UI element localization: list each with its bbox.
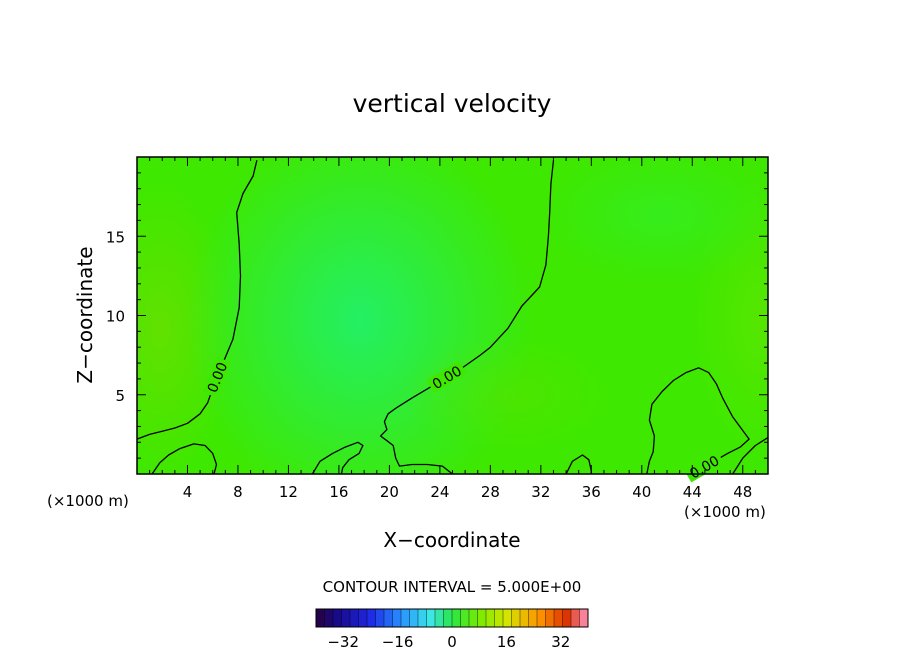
x-tick-label: 36 xyxy=(582,483,601,501)
x-tick-label: 12 xyxy=(279,483,298,501)
colorbar-tick-label: −32 xyxy=(327,633,359,651)
x-tick-label: 20 xyxy=(380,483,399,501)
colorbar-cell xyxy=(383,608,394,628)
shading-lower-updraft xyxy=(400,335,620,455)
colorbar-cell xyxy=(358,608,368,628)
x-tick-label: 48 xyxy=(733,483,752,501)
y-tick-label: 15 xyxy=(106,228,125,246)
colorbar-cell xyxy=(400,608,411,628)
x-tick-label: 40 xyxy=(632,483,651,501)
colorbar-frame xyxy=(315,608,589,628)
colorbar-cell xyxy=(562,608,572,628)
x-axis-label: X−coordinate xyxy=(383,528,520,552)
colorbar-cell xyxy=(332,608,343,628)
shading-center-downdraft xyxy=(185,157,535,474)
plot-area: 0.00 0.000.00 xyxy=(136,156,769,482)
colorbar-cell xyxy=(434,608,445,628)
colorbar-cell xyxy=(468,608,479,628)
y-tick-labels: 5 10 15 xyxy=(106,228,125,405)
colorbar-cell xyxy=(528,608,538,628)
colorbar-cell xyxy=(341,608,351,628)
y-axis-label: Z−coordinate xyxy=(73,246,97,383)
x-tick-label: 32 xyxy=(531,483,550,501)
colorbar-cell xyxy=(315,608,326,628)
contour-interval-note: CONTOUR INTERVAL = 5.000E+00 xyxy=(323,578,582,596)
x-tick-label: 8 xyxy=(233,483,243,501)
colorbar-cells xyxy=(315,608,589,628)
colorbar-tick-label: 16 xyxy=(497,633,516,651)
colorbar-cell xyxy=(477,608,487,628)
contour-line-zero xyxy=(151,443,218,474)
colorbar-cell xyxy=(553,608,564,628)
colorbar-cell xyxy=(349,608,360,628)
shading-upper-right xyxy=(540,157,768,285)
contour-label-bg xyxy=(202,356,231,398)
contour-line-zero xyxy=(646,367,750,474)
colorbar: −32 −16 0 16 32 xyxy=(315,608,589,651)
x-tick-label: 24 xyxy=(430,483,449,501)
colorbar-cell xyxy=(417,608,428,628)
colorbar-cell xyxy=(570,608,581,628)
x-tick-label: 4 xyxy=(183,483,193,501)
x-tick-label: 44 xyxy=(683,483,702,501)
colorbar-cell xyxy=(502,608,513,628)
colorbar-cell xyxy=(485,608,496,628)
colorbar-tick-label: 0 xyxy=(447,633,457,651)
colorbar-cell xyxy=(451,608,462,628)
axis-ticks xyxy=(137,157,768,474)
shading xyxy=(137,157,768,474)
colorbar-cell xyxy=(579,608,589,628)
colorbar-tick-label: 32 xyxy=(551,633,570,651)
colorbar-cell xyxy=(494,608,504,628)
colorbar-cell xyxy=(536,608,547,628)
x-tick-labels: 4 8 12 16 20 24 28 32 36 40 44 48 xyxy=(183,483,753,501)
colorbar-cell xyxy=(409,608,419,628)
contour-line-zero xyxy=(379,160,555,474)
contour-line-zero xyxy=(732,436,768,474)
x-unit-left: (×1000 m) xyxy=(47,492,129,510)
colorbar-cell xyxy=(460,608,470,628)
colorbar-cell xyxy=(545,608,555,628)
colorbar-cell xyxy=(392,608,402,628)
colorbar-cell xyxy=(519,608,530,628)
y-tick-label: 10 xyxy=(106,308,125,326)
colorbar-tick-labels: −32 −16 0 16 32 xyxy=(327,633,570,651)
colorbar-cell xyxy=(426,608,436,628)
x-tick-label: 16 xyxy=(329,483,348,501)
colorbar-tick-label: −16 xyxy=(382,633,414,651)
colorbar-cell xyxy=(375,608,385,628)
colorbar-cell xyxy=(366,608,377,628)
chart-title: vertical velocity xyxy=(353,89,552,118)
colorbar-cell xyxy=(324,608,334,628)
y-tick-label: 5 xyxy=(115,387,125,405)
colorbar-cell xyxy=(511,608,521,628)
contour-line-zero xyxy=(311,441,364,474)
contour-label-bg xyxy=(426,360,467,394)
x-unit-right: (×1000 m) xyxy=(684,503,766,521)
x-tick-label: 28 xyxy=(481,483,500,501)
colorbar-cell xyxy=(443,608,453,628)
